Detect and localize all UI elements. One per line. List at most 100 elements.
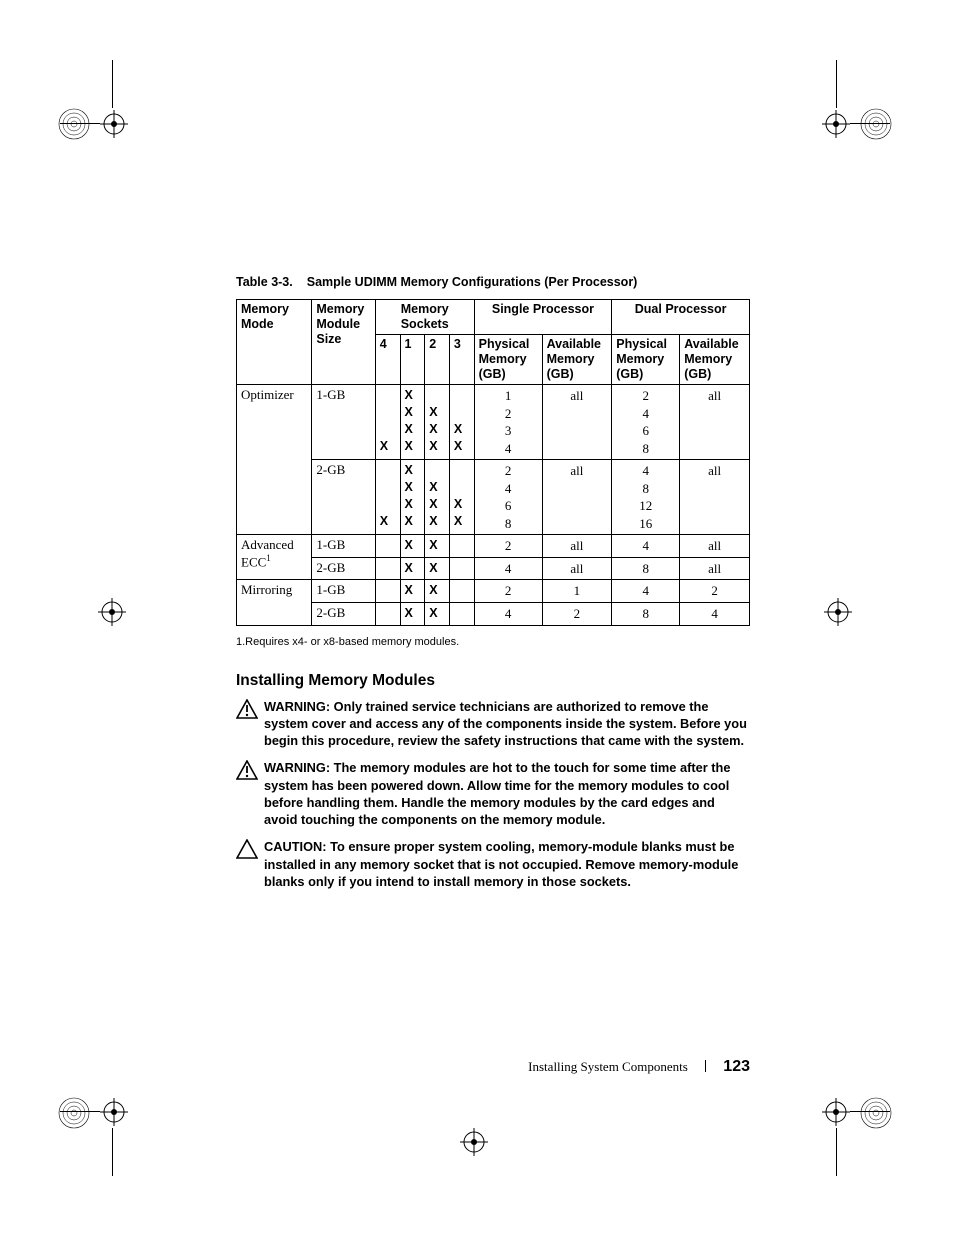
cell-dp-avail: 4 bbox=[680, 603, 750, 626]
col-single-processor: Single Processor bbox=[474, 300, 612, 335]
crop-line bbox=[60, 123, 100, 124]
cell-dp-avail: all bbox=[680, 460, 750, 535]
col-dp-physical: Physical Memory (GB) bbox=[612, 335, 680, 385]
warning-icon bbox=[236, 698, 264, 724]
cell-dp-avail: all bbox=[680, 385, 750, 460]
table-row: 2-GB X X 4 all 8 all bbox=[237, 557, 750, 580]
crop-mark-icon bbox=[98, 598, 126, 626]
cell-s4 bbox=[375, 603, 400, 626]
crop-line bbox=[850, 123, 890, 124]
crop-mark-icon bbox=[100, 1098, 128, 1126]
col-socket-3: 3 bbox=[449, 335, 474, 385]
caution-body: To ensure proper system cooling, memory-… bbox=[264, 839, 738, 889]
cell-s1: X X X X bbox=[400, 460, 425, 535]
crop-line bbox=[836, 1128, 837, 1176]
col-memory-sockets: Memory Sockets bbox=[375, 300, 474, 335]
footer-separator bbox=[705, 1060, 706, 1072]
cell-s3 bbox=[449, 603, 474, 626]
cell-sp-avail: 2 bbox=[542, 603, 612, 626]
cell-dp-avail: 2 bbox=[680, 580, 750, 603]
page-footer: Installing System Components 123 bbox=[236, 1058, 750, 1076]
cell-dp-phys: 2 4 6 8 bbox=[612, 385, 680, 460]
cell-mode: Optimizer bbox=[237, 385, 312, 535]
col-socket-4: 4 bbox=[375, 335, 400, 385]
crop-line bbox=[112, 60, 113, 108]
crop-mark-icon bbox=[56, 1095, 92, 1131]
cell-s1: X bbox=[400, 603, 425, 626]
warning-text: WARNING: Only trained service technician… bbox=[264, 698, 750, 750]
crop-mark-icon bbox=[824, 598, 852, 626]
cell-sp-phys: 4 bbox=[474, 557, 542, 580]
warning-body: The memory modules are hot to the touch … bbox=[264, 760, 730, 827]
cell-sp-avail: all bbox=[542, 535, 612, 558]
cell-s3: X X bbox=[449, 385, 474, 460]
cell-dp-phys: 4 8 12 16 bbox=[612, 460, 680, 535]
cell-s4: X bbox=[375, 460, 400, 535]
cell-s2: X bbox=[425, 557, 450, 580]
col-dp-available: Available Memory (GB) bbox=[680, 335, 750, 385]
cell-dp-avail: all bbox=[680, 535, 750, 558]
page-number: 123 bbox=[723, 1058, 750, 1075]
crop-line bbox=[836, 60, 837, 108]
col-sp-physical: Physical Memory (GB) bbox=[474, 335, 542, 385]
cell-s3 bbox=[449, 557, 474, 580]
cell-s2: X X X bbox=[425, 385, 450, 460]
cell-s3: X X bbox=[449, 460, 474, 535]
warning-text: WARNING: The memory modules are hot to t… bbox=[264, 759, 750, 828]
table-row: 2-GB X X X X X X X X X X 2 4 6 8 all 4 8… bbox=[237, 460, 750, 535]
cell-sp-avail: all bbox=[542, 460, 612, 535]
cell-size: 1-GB bbox=[312, 385, 375, 460]
caution-text: CAUTION: To ensure proper system cooling… bbox=[264, 838, 750, 890]
cell-s4 bbox=[375, 557, 400, 580]
crop-mark-icon bbox=[858, 1095, 894, 1131]
cell-s4 bbox=[375, 535, 400, 558]
cell-size: 1-GB bbox=[312, 535, 375, 558]
table-number: Table 3-3. bbox=[236, 275, 293, 289]
cell-s4: X bbox=[375, 385, 400, 460]
cell-sp-avail: 1 bbox=[542, 580, 612, 603]
cell-s2: X bbox=[425, 535, 450, 558]
cell-sp-avail: all bbox=[542, 385, 612, 460]
warning-label: WARNING: bbox=[264, 699, 334, 714]
cell-sp-avail: all bbox=[542, 557, 612, 580]
warning-label: WARNING: bbox=[264, 760, 334, 775]
col-dual-processor: Dual Processor bbox=[612, 300, 750, 335]
cell-sp-phys: 2 4 6 8 bbox=[474, 460, 542, 535]
col-module-size: Memory Module Size bbox=[312, 300, 375, 385]
crop-mark-icon bbox=[858, 106, 894, 142]
warning-block: WARNING: The memory modules are hot to t… bbox=[236, 759, 750, 828]
cell-s1: X X X X bbox=[400, 385, 425, 460]
col-sp-available: Available Memory (GB) bbox=[542, 335, 612, 385]
warning-icon bbox=[236, 759, 264, 785]
cell-s1: X bbox=[400, 580, 425, 603]
crop-line bbox=[112, 1128, 113, 1176]
footer-chapter: Installing System Components bbox=[528, 1059, 688, 1074]
cell-s1: X bbox=[400, 557, 425, 580]
cell-size: 2-GB bbox=[312, 603, 375, 626]
cell-dp-phys: 8 bbox=[612, 603, 680, 626]
content-area: Table 3-3.Sample UDIMM Memory Configurat… bbox=[236, 275, 750, 900]
cell-s4 bbox=[375, 580, 400, 603]
cell-mode: Advanced ECC1 bbox=[237, 535, 312, 580]
table-row: Advanced ECC1 1-GB X X 2 all 4 all bbox=[237, 535, 750, 558]
cell-mode: Mirroring bbox=[237, 580, 312, 625]
crop-mark-icon bbox=[100, 110, 128, 138]
cell-s2: X bbox=[425, 603, 450, 626]
cell-s2: X X X bbox=[425, 460, 450, 535]
cell-s3 bbox=[449, 535, 474, 558]
cell-size: 1-GB bbox=[312, 580, 375, 603]
cell-s2: X bbox=[425, 580, 450, 603]
cell-sp-phys: 1 2 3 4 bbox=[474, 385, 542, 460]
cell-sp-phys: 2 bbox=[474, 535, 542, 558]
crop-line bbox=[850, 1111, 890, 1112]
cell-size: 2-GB bbox=[312, 557, 375, 580]
cell-size: 2-GB bbox=[312, 460, 375, 535]
col-socket-1: 1 bbox=[400, 335, 425, 385]
table-caption: Table 3-3.Sample UDIMM Memory Configurat… bbox=[236, 275, 750, 289]
crop-mark-icon bbox=[822, 1098, 850, 1126]
crop-mark-icon bbox=[822, 110, 850, 138]
cell-dp-avail: all bbox=[680, 557, 750, 580]
table-row: Optimizer 1-GB X X X X X X X X X X 1 2 3… bbox=[237, 385, 750, 460]
table-row: 2-GB X X 4 2 8 4 bbox=[237, 603, 750, 626]
cell-mode-sup: 1 bbox=[266, 553, 271, 563]
